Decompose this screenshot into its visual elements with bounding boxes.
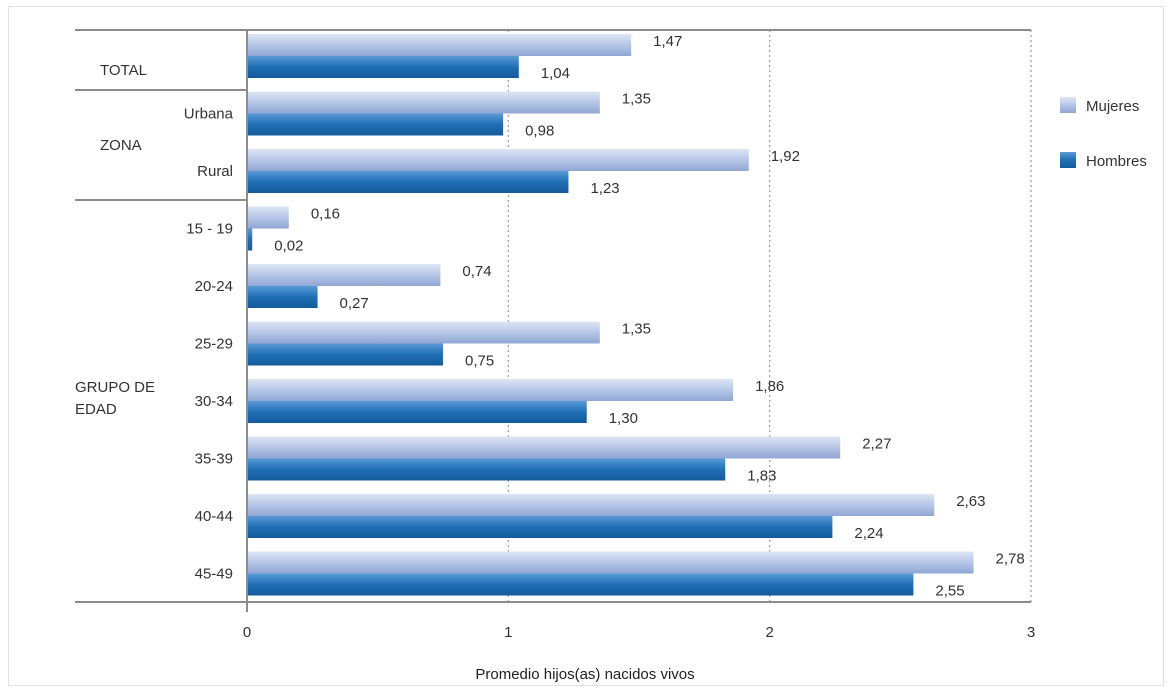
data-label: 0,02	[274, 238, 303, 255]
bar-mujeres-3	[247, 206, 289, 229]
chart-frame	[8, 6, 1164, 686]
bar-hombres-9	[247, 573, 914, 596]
data-label: 2,27	[862, 436, 891, 453]
category-label: 45-49	[195, 566, 233, 583]
data-label: 1,92	[771, 148, 800, 165]
bar-mujeres-2	[247, 149, 749, 171]
bar-hombres-1	[247, 113, 504, 136]
legend: Mujeres Hombres	[1060, 97, 1147, 170]
bar-hombres-0	[247, 56, 519, 78]
bar-mujeres-7	[247, 436, 841, 459]
data-label: 1,86	[755, 378, 784, 395]
bar-mujeres-1	[247, 91, 600, 114]
category-label: 20-24	[195, 278, 233, 295]
group-label: GRUPO DE EDAD	[75, 379, 155, 418]
data-label: 1,47	[653, 33, 682, 50]
data-label: 2,55	[935, 583, 964, 600]
data-label: 0,16	[311, 206, 340, 223]
x-tick-label: 1	[504, 624, 512, 641]
data-label: 1,83	[747, 468, 776, 485]
x-tick-label: 3	[1027, 624, 1035, 641]
x-tick-label: 2	[765, 624, 773, 641]
data-label: 1,30	[609, 410, 638, 427]
data-label: 0,75	[465, 353, 494, 370]
category-label: Urbana	[184, 106, 234, 123]
data-label: 1,04	[541, 65, 570, 82]
data-label: 1,23	[590, 180, 619, 197]
category-label: 35-39	[195, 451, 233, 468]
bar-mujeres-8	[247, 494, 935, 516]
category-label: Rural	[197, 163, 233, 180]
data-label: 0,98	[525, 123, 554, 140]
bar-mujeres-5	[247, 321, 600, 344]
bar-mujeres-6	[247, 379, 734, 401]
legend-swatch-hombres	[1060, 152, 1076, 168]
bar-hombres-6	[247, 401, 587, 423]
data-label: 1,35	[622, 91, 651, 108]
data-label: 0,74	[462, 263, 491, 280]
data-label: 1,35	[622, 321, 651, 338]
bar-mujeres-9	[247, 551, 974, 574]
bar-mujeres-0	[247, 34, 632, 56]
bar-hombres-3	[247, 228, 253, 251]
bar-hombres-8	[247, 516, 833, 538]
legend-label-hombres: Hombres	[1086, 153, 1147, 170]
x-axis-label: Promedio hijos(as) nacidos vivos	[475, 666, 694, 683]
bars	[247, 34, 974, 596]
group-label: ZONA	[100, 137, 142, 154]
bar-hombres-4	[247, 286, 318, 308]
data-label: 2,63	[956, 493, 985, 510]
data-label: 0,27	[340, 295, 369, 312]
bar-hombres-5	[247, 343, 443, 366]
category-label: 15 - 19	[186, 221, 233, 238]
category-label: 30-34	[195, 393, 233, 410]
bar-hombres-2	[247, 171, 569, 193]
category-label: 25-29	[195, 336, 233, 353]
category-label: 40-44	[195, 508, 233, 525]
labels: 0 1 2 3 1,47 1,04 1,35 0,98 Urbana 1,92 1,23 Rural 0…	[75, 33, 1035, 641]
bar-mujeres-4	[247, 264, 441, 286]
data-label: 2,78	[996, 551, 1025, 568]
data-label: 2,24	[854, 525, 883, 542]
x-tick-label: 0	[243, 624, 251, 641]
legend-label-mujeres: Mujeres	[1086, 98, 1139, 115]
legend-swatch-mujeres	[1060, 97, 1076, 113]
group-label: TOTAL	[100, 62, 147, 79]
bar-hombres-7	[247, 458, 726, 481]
axis-lines	[75, 29, 1031, 612]
